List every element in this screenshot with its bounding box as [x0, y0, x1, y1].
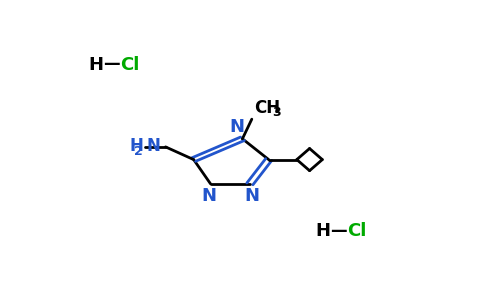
- Text: H: H: [89, 56, 104, 74]
- Text: 3: 3: [272, 106, 281, 119]
- Text: CH: CH: [254, 99, 280, 117]
- Text: Cl: Cl: [120, 56, 139, 74]
- Text: N: N: [244, 187, 259, 205]
- Text: Cl: Cl: [347, 222, 366, 240]
- Text: N: N: [201, 187, 216, 205]
- Text: N: N: [229, 118, 244, 136]
- Text: H: H: [129, 137, 143, 155]
- Text: 2: 2: [134, 145, 143, 158]
- Text: H: H: [316, 222, 331, 240]
- Text: —: —: [103, 55, 120, 73]
- Text: N: N: [147, 137, 161, 155]
- Text: —: —: [330, 221, 347, 239]
